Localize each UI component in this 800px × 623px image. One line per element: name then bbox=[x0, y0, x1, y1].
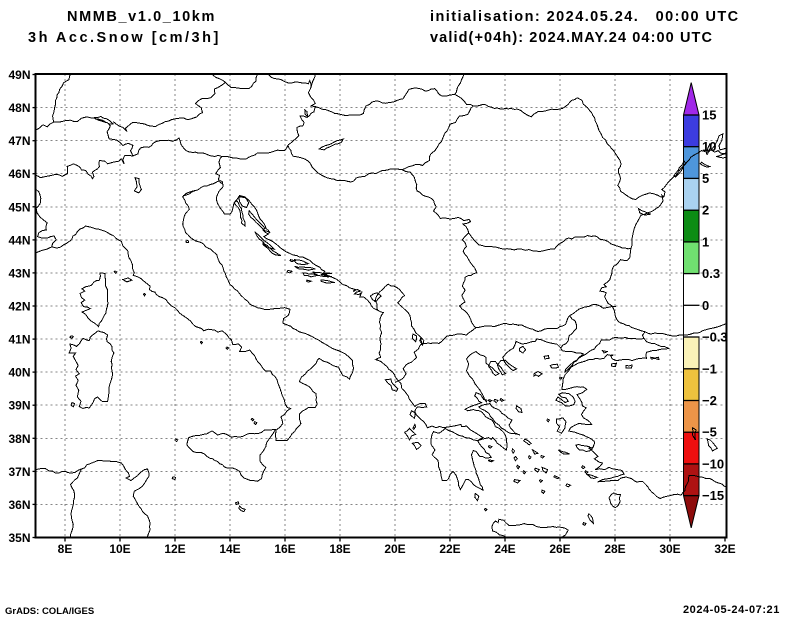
svg-text:35N: 35N bbox=[8, 531, 30, 545]
svg-text:39N: 39N bbox=[8, 399, 30, 413]
svg-text:1: 1 bbox=[702, 234, 709, 249]
svg-text:42N: 42N bbox=[8, 300, 30, 314]
svg-text:26E: 26E bbox=[549, 542, 570, 556]
svg-text:−2: −2 bbox=[702, 393, 717, 408]
svg-text:41N: 41N bbox=[8, 333, 30, 347]
svg-text:48N: 48N bbox=[8, 101, 30, 115]
svg-text:10E: 10E bbox=[109, 542, 130, 556]
svg-text:14E: 14E bbox=[219, 542, 240, 556]
svg-text:5: 5 bbox=[702, 171, 709, 186]
svg-text:−1: −1 bbox=[702, 361, 717, 376]
svg-text:45N: 45N bbox=[8, 200, 30, 214]
svg-text:36N: 36N bbox=[8, 498, 30, 512]
svg-text:0.3: 0.3 bbox=[702, 266, 720, 281]
svg-text:37N: 37N bbox=[8, 465, 30, 479]
svg-text:46N: 46N bbox=[8, 167, 30, 181]
svg-text:15: 15 bbox=[702, 108, 716, 123]
svg-text:40N: 40N bbox=[8, 366, 30, 380]
svg-text:−10: −10 bbox=[702, 456, 724, 471]
svg-text:−5: −5 bbox=[702, 425, 717, 440]
svg-text:−15: −15 bbox=[702, 488, 724, 503]
svg-text:32E: 32E bbox=[714, 542, 735, 556]
svg-text:24E: 24E bbox=[494, 542, 515, 556]
svg-text:16E: 16E bbox=[274, 542, 295, 556]
svg-text:20E: 20E bbox=[384, 542, 405, 556]
svg-text:10: 10 bbox=[702, 139, 716, 154]
svg-text:43N: 43N bbox=[8, 266, 30, 280]
svg-text:44N: 44N bbox=[8, 233, 30, 247]
svg-text:47N: 47N bbox=[8, 134, 30, 148]
svg-text:−0.3: −0.3 bbox=[702, 330, 728, 345]
svg-text:12E: 12E bbox=[164, 542, 185, 556]
svg-text:2: 2 bbox=[702, 203, 709, 218]
svg-text:18E: 18E bbox=[329, 542, 350, 556]
svg-text:8E: 8E bbox=[58, 542, 73, 556]
svg-text:28E: 28E bbox=[604, 542, 625, 556]
svg-text:49N: 49N bbox=[8, 68, 30, 82]
svg-text:22E: 22E bbox=[439, 542, 460, 556]
svg-text:38N: 38N bbox=[8, 432, 30, 446]
svg-text:30E: 30E bbox=[659, 542, 680, 556]
svg-text:0: 0 bbox=[702, 298, 709, 313]
